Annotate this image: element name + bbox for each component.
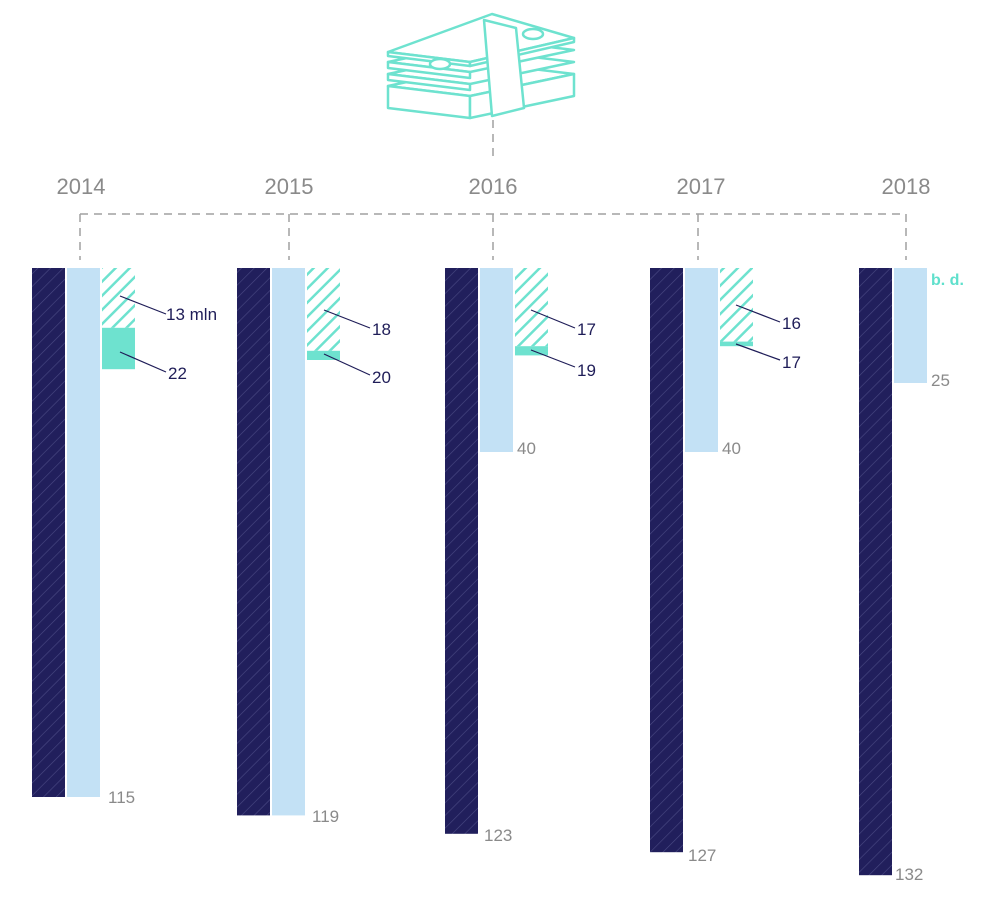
label-teal-hatched-2017: 16 (782, 314, 801, 333)
year-label-2015: 2015 (265, 174, 314, 199)
bar-teal-hatched-2016 (515, 268, 548, 347)
bar-total-2018 (859, 268, 892, 876)
label-lightblue-2017: 40 (722, 439, 741, 458)
label-total-2014: 115 (108, 788, 135, 807)
year-label-2017: 2017 (677, 174, 726, 199)
year-labels: 2014 2015 2016 2017 2018 (57, 174, 931, 199)
value-labels: 115 119 123 127 132 40 40 25 13 mln 18 1… (108, 272, 964, 884)
label-teal-solid-2016: 19 (577, 361, 596, 380)
label-teal-hatched-2015: 18 (372, 320, 391, 339)
label-total-2016: 123 (484, 826, 512, 845)
bar-light-blue-2017 (685, 268, 718, 452)
bar-light-blue-2015 (272, 268, 305, 816)
bar-light-blue-2018 (894, 268, 927, 383)
label-total-2018: 132 (895, 865, 923, 884)
label-teal-solid-2015: 20 (372, 368, 391, 387)
year-label-2018: 2018 (882, 174, 931, 199)
bar-teal-hatched-2014 (102, 268, 135, 328)
year-label-2014: 2014 (57, 174, 106, 199)
label-total-2017: 127 (688, 846, 716, 865)
bar-light-blue-2014 (67, 268, 100, 797)
bar-light-blue-2016 (480, 268, 513, 452)
label-lightblue-2018: 25 (931, 371, 950, 390)
leader-lines (119, 295, 781, 376)
label-teal-2018: b. d. (931, 272, 964, 289)
label-teal-solid-2014: 22 (168, 364, 187, 383)
bars (32, 268, 927, 876)
year-label-2016: 2016 (469, 174, 518, 199)
label-teal-hatched-2014: 13 mln (166, 305, 217, 324)
bar-teal-hatched-2015 (307, 268, 340, 351)
bar-teal-solid-2015 (307, 350, 340, 360)
bar-total-2014 (32, 268, 65, 797)
bar-total-2016 (445, 268, 478, 834)
bar-total-2015 (237, 268, 270, 816)
label-total-2015: 119 (312, 807, 339, 826)
label-lightblue-2016: 40 (517, 439, 536, 458)
label-teal-solid-2017: 17 (782, 353, 801, 372)
label-teal-hatched-2016: 17 (577, 320, 596, 339)
year-connector (79, 120, 907, 260)
bar-teal-solid-2014 (102, 327, 135, 370)
banknote-stack-icon (386, 12, 576, 120)
bar-total-2017 (650, 268, 683, 853)
